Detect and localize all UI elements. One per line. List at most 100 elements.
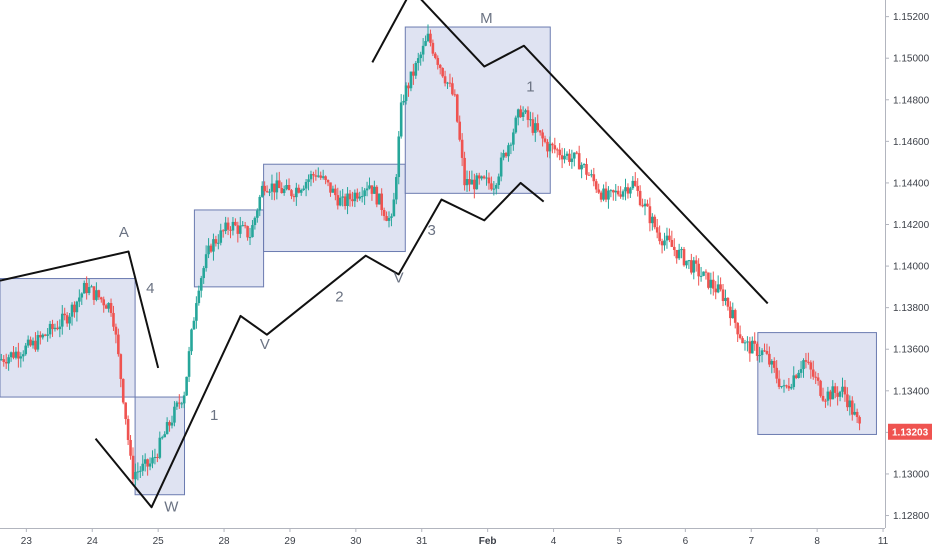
candle-body (85, 282, 88, 294)
candle-body (404, 85, 408, 101)
candle-body (248, 237, 252, 239)
candle-body (343, 196, 347, 207)
candle-body (319, 175, 323, 178)
candle-body (56, 327, 59, 330)
candle-body (19, 356, 23, 359)
candle-body (858, 417, 861, 424)
candle-body (190, 329, 193, 352)
candle-body (809, 362, 813, 370)
candle-body (672, 246, 676, 250)
candle-body (348, 193, 352, 200)
candle-body (694, 260, 698, 264)
y-tick-label: 1.14000 (893, 262, 930, 273)
candle-body (497, 176, 501, 186)
candle-body (165, 422, 169, 435)
candle-body (565, 153, 569, 156)
candle-body (199, 278, 203, 291)
candle-body (312, 174, 315, 176)
candle-body (755, 343, 759, 356)
candle-body (790, 387, 793, 389)
last-price-badge (888, 423, 932, 440)
candle-body (772, 360, 776, 368)
candle-body (607, 190, 610, 200)
y-tick-label: 1.14400 (893, 178, 930, 189)
candle-body (836, 392, 839, 397)
candle-body (431, 42, 435, 54)
candle-body (129, 439, 132, 456)
candle-body (807, 361, 810, 363)
candle-body (692, 260, 696, 273)
candle-body (785, 385, 788, 387)
candle-body (441, 67, 444, 77)
candle-body (265, 191, 269, 193)
candle-body (160, 437, 164, 439)
candle-body (614, 190, 618, 193)
candle-body (334, 188, 337, 196)
candle-body (599, 192, 603, 200)
candle-body (65, 315, 69, 324)
candle-body (460, 139, 464, 158)
candle-body (43, 334, 47, 336)
candle-body (594, 181, 598, 190)
candle-body (73, 304, 76, 313)
candle-body (533, 123, 537, 133)
candle-body (482, 176, 486, 179)
candle-body (70, 304, 74, 317)
candle-body (590, 174, 593, 176)
candle-body (453, 94, 457, 96)
y-tick-label: 1.15000 (893, 54, 930, 65)
x-tick-label: 24 (87, 536, 99, 547)
candle-body (224, 222, 227, 232)
candle-body (75, 301, 79, 313)
candle-body (658, 232, 661, 242)
candle-body (811, 369, 815, 377)
candle-body (387, 217, 391, 221)
y-tick-label: 1.13800 (893, 303, 930, 314)
candle-body (407, 85, 410, 89)
candle-body (304, 181, 308, 189)
candle-body (451, 83, 454, 95)
candle-body (326, 179, 330, 183)
candle-body (29, 339, 32, 346)
candle-body (582, 164, 586, 166)
candle-body (748, 341, 752, 354)
candle-body (516, 109, 520, 118)
candle-body (175, 402, 179, 407)
candle-body (373, 186, 376, 194)
candle-body (724, 297, 727, 302)
x-axis[interactable]: 23 24 25 28 29 30 31 Feb 4 5 6 7 8 11 (21, 528, 889, 547)
candle-body (126, 419, 130, 440)
candle-body (365, 188, 369, 191)
candle-body (80, 293, 84, 298)
candle-body (814, 376, 817, 378)
candle-body (624, 187, 627, 192)
candle-body (397, 136, 401, 178)
candle-body (351, 199, 354, 202)
candle-body (670, 239, 674, 247)
candle-body (726, 297, 730, 307)
candle-body (570, 158, 574, 162)
y-tick-label: 1.15200 (893, 12, 930, 23)
candle-body (141, 463, 145, 471)
candle-body (446, 82, 449, 84)
candle-body (438, 64, 442, 68)
candle-body (685, 260, 688, 266)
candle-body (736, 322, 739, 335)
candle-body (738, 334, 742, 339)
candle-body (558, 149, 561, 156)
candle-body (202, 268, 205, 279)
candle-body (677, 249, 681, 259)
candle-body (546, 141, 549, 152)
candle-body (285, 184, 288, 190)
candle-body (721, 289, 725, 302)
y-tick-label: 1.13600 (893, 345, 930, 356)
candle-body (475, 175, 479, 190)
candle-body (665, 235, 669, 241)
candle-body (185, 376, 188, 396)
candle-body (470, 179, 474, 185)
x-tick-label: 5 (617, 536, 623, 547)
candle-body (153, 457, 157, 459)
candle-body (297, 187, 301, 193)
candle-body (524, 110, 527, 113)
candle-body (729, 306, 732, 319)
